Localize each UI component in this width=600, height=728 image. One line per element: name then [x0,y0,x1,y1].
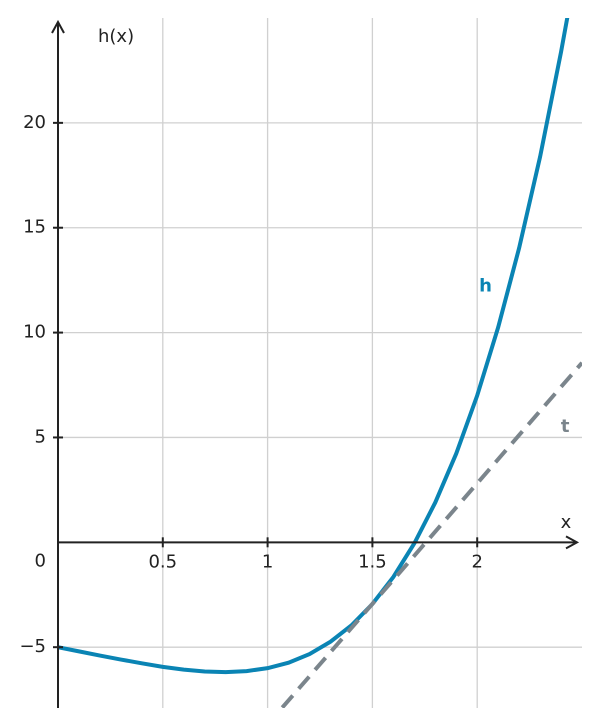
y-tick-label: 20 [23,112,46,133]
x-axis-label: x [561,512,572,533]
y-axis-label: h(x) [98,26,134,47]
curve [280,361,582,708]
x-tick-label: 0.5 [148,551,177,572]
curve-label: t [561,416,570,437]
y-tick-label: 15 [23,217,46,238]
y-axis-arrow [51,19,65,34]
y-tick-label: −5 [19,636,46,657]
y-tick-label: 0 [35,550,46,571]
y-tick-label: 10 [23,322,46,343]
curve [58,18,570,675]
curve-label: h [479,275,492,296]
x-tick-label: 1 [262,551,273,572]
x-tick-label: 2 [471,551,482,572]
y-tick-label: 5 [35,426,46,447]
x-axis-arrow [565,535,580,550]
x-tick-label: 1.5 [358,551,387,572]
